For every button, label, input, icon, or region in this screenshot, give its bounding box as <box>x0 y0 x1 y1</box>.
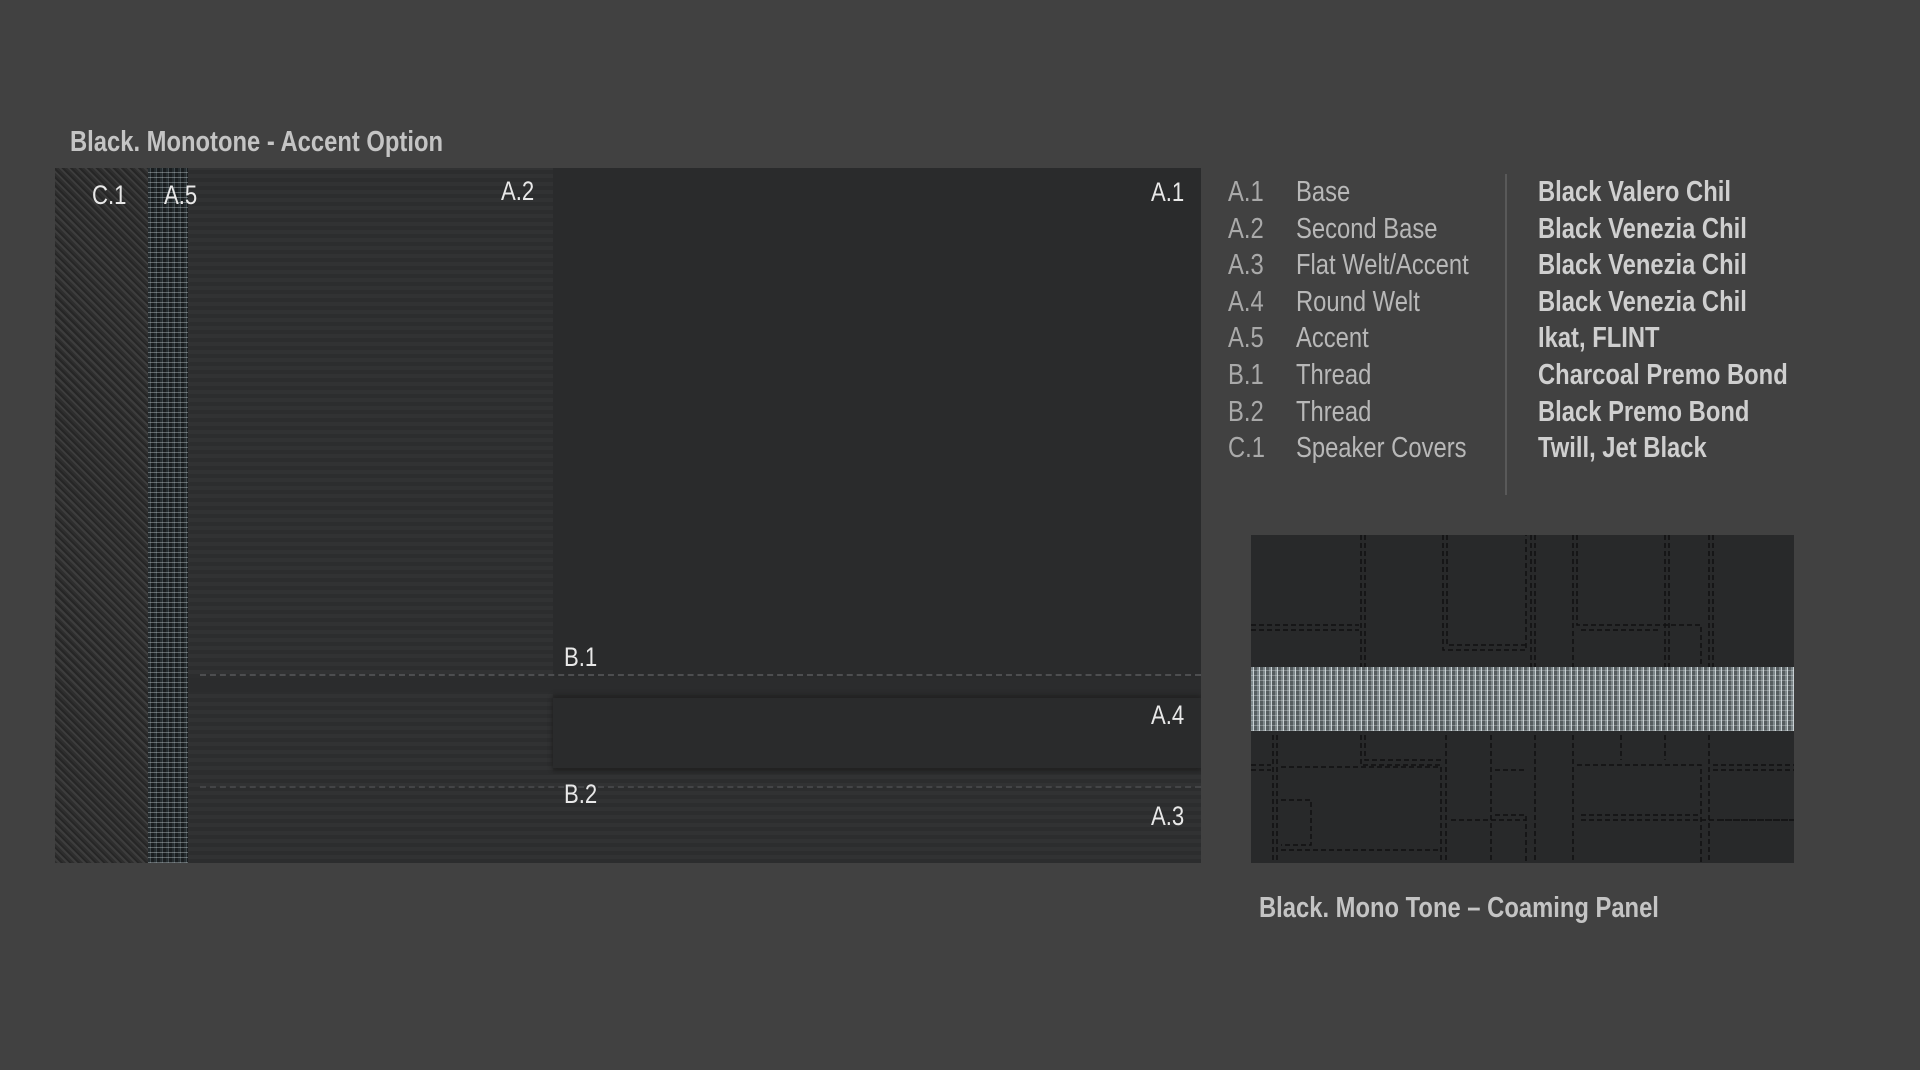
legend-material: Ikat, FLINT <box>1538 322 1660 355</box>
legend-material: Charcoal Premo Bond <box>1538 359 1788 391</box>
thread-b2-stitch <box>200 786 1201 788</box>
swatch-a5-texture <box>148 168 188 863</box>
legend-material: Black Venezia Chil <box>1538 285 1747 318</box>
label-b1: B.1 <box>564 642 598 672</box>
legend-name: Thread <box>1296 359 1372 391</box>
legend-name: Thread <box>1296 395 1372 428</box>
legend-name: Second Base <box>1296 212 1438 245</box>
legend-divider <box>1505 174 1507 495</box>
swatch-a1-base <box>553 168 1201 678</box>
page-title: Black. Monotone - Accent Option <box>70 126 444 158</box>
legend-code: A.4 <box>1228 285 1264 318</box>
legend-code: A.1 <box>1228 176 1264 208</box>
label-c1: C.1 <box>92 180 127 210</box>
legend-material: Black Premo Bond <box>1538 395 1750 428</box>
coaming-panel-image <box>1251 535 1794 863</box>
legend-code: B.2 <box>1228 395 1264 428</box>
swatch-seam <box>188 678 1201 692</box>
label-a2: A.2 <box>501 176 535 206</box>
legend-material: Twill, Jet Black <box>1538 432 1707 465</box>
material-swatch-panel: C.1 A.5 A.2 A.1 B.1 A.4 B.2 A.3 <box>55 168 1201 863</box>
accent-fabric-band <box>1251 667 1794 731</box>
legend-code: B.1 <box>1228 359 1264 391</box>
legend-material: Black Venezia Chil <box>1538 249 1747 282</box>
label-a5: A.5 <box>164 180 198 210</box>
swatch-a5-accent <box>148 168 188 863</box>
legend-material: Black Valero Chil <box>1538 176 1731 208</box>
accent-fabric-texture <box>1251 667 1794 731</box>
legend-code: C.1 <box>1228 432 1266 465</box>
swatch-a3-flat-welt <box>188 774 1201 863</box>
label-a3: A.3 <box>1151 801 1185 831</box>
legend-code: A.3 <box>1228 249 1264 282</box>
thread-b1-stitch <box>200 674 1201 676</box>
legend-code: A.5 <box>1228 322 1264 355</box>
legend-name: Speaker Covers <box>1296 432 1467 465</box>
legend-name: Base <box>1296 176 1351 208</box>
swatch-a2-lower <box>188 692 553 774</box>
legend-code: A.2 <box>1228 212 1264 245</box>
swatch-a2-second-base <box>188 168 553 678</box>
legend-name: Round Welt <box>1296 285 1420 318</box>
legend-name: Flat Welt/Accent <box>1296 249 1469 282</box>
label-a4: A.4 <box>1151 700 1185 730</box>
legend-material: Black Venezia Chil <box>1538 212 1747 245</box>
swatch-a4-round-welt <box>553 698 1201 768</box>
legend-name: Accent <box>1296 322 1369 355</box>
coaming-panel-caption: Black. Mono Tone – Coaming Panel <box>1259 892 1659 924</box>
swatch-c1-speaker-covers <box>55 168 148 863</box>
label-b2: B.2 <box>564 779 598 809</box>
label-a1: A.1 <box>1151 177 1185 207</box>
stitching-pattern <box>1251 535 1794 863</box>
